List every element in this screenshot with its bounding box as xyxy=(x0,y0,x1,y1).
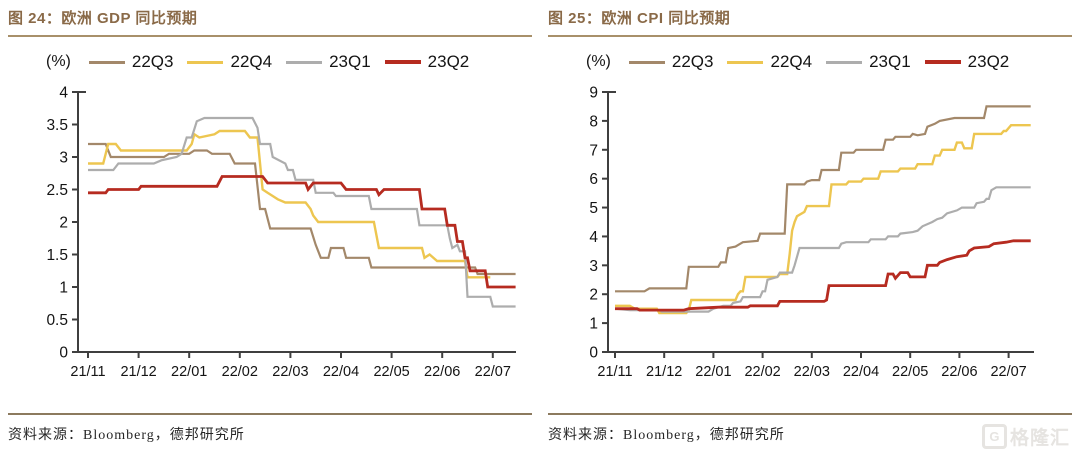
y-tick-label: 3 xyxy=(59,150,68,167)
series-line-22q4 xyxy=(615,124,1031,315)
legend-item-22q3: 22Q3 xyxy=(88,52,174,72)
legend-line-swatch xyxy=(826,60,863,64)
y-tick-label: 1 xyxy=(589,316,598,333)
cpi-forecast-panel: 图 25：欧洲 CPI 同比预期 (%) 22Q3 22Q4 23Q1 23Q2 0 1… xyxy=(548,0,1072,460)
legend-label: 23Q2 xyxy=(967,52,1010,71)
y-tick-label: 0 xyxy=(59,345,68,362)
legend-item-23q1: 23Q1 xyxy=(286,52,371,72)
x-tick-label: 22/05 xyxy=(373,364,409,380)
legend-line-swatch xyxy=(924,60,961,64)
x-tick-label: 22/03 xyxy=(794,364,830,380)
y-tick-label: 0.5 xyxy=(46,312,68,329)
series-line-23q2 xyxy=(615,239,1031,312)
series-line-23q2 xyxy=(88,175,516,289)
legend-label: 22Q3 xyxy=(671,52,714,71)
legend-item-22q4: 22Q4 xyxy=(187,52,272,72)
legend-item-22q3: 22Q3 xyxy=(628,52,714,72)
legend-line-swatch xyxy=(88,60,125,64)
gdp-chart-title: 图 24：欧洲 GDP 同比预期 xyxy=(8,10,198,27)
legend-line-swatch xyxy=(286,60,323,64)
x-tick-label: 22/06 xyxy=(941,364,977,380)
x-tick-label: 22/06 xyxy=(424,364,460,380)
x-tick-label: 21/12 xyxy=(120,364,156,380)
y-tick-label: 9 xyxy=(589,85,598,102)
footer-divider xyxy=(548,413,1072,415)
gdp-line-chart: 0 0.5 1 1.5 2 2.5 3 3.5 4 21/11 21/12 22/01 22/02 22/… xyxy=(46,85,516,380)
x-tick-label: 22/07 xyxy=(475,364,511,380)
cpi-line-chart: 0 1 2 3 4 5 6 7 8 9 21/11 21/12 22/01 22/02 22/03 22/04… xyxy=(589,85,1034,380)
y-axis-unit-label: (%) xyxy=(586,53,611,70)
title-divider xyxy=(548,35,1072,37)
y-tick-label: 4 xyxy=(59,85,68,102)
source-note: 资料来源：Bloomberg，德邦研究所 xyxy=(8,428,245,443)
legend-line-swatch xyxy=(727,60,764,64)
legend-label: 22Q4 xyxy=(230,52,273,71)
footer-divider xyxy=(8,413,532,415)
x-tick-label: 22/01 xyxy=(695,364,731,380)
x-tick-label: 21/12 xyxy=(646,364,682,380)
legend-label: 22Q3 xyxy=(131,52,174,71)
y-tick-label: 2 xyxy=(589,287,598,304)
legend-line-swatch xyxy=(384,60,421,64)
legend-item-23q2: 23Q2 xyxy=(924,52,1010,72)
series-line-23q1 xyxy=(614,186,1031,313)
y-tick-label: 4 xyxy=(589,229,598,246)
title-divider xyxy=(8,35,532,37)
x-tick-label: 22/01 xyxy=(171,364,207,380)
legend-line-swatch xyxy=(628,60,665,64)
gdp-legend: (%) 22Q3 22Q4 23Q1 23Q2 xyxy=(46,50,532,74)
series-line-22q3 xyxy=(88,142,516,276)
legend-item-23q2: 23Q2 xyxy=(384,52,470,72)
legend-label: 23Q2 xyxy=(427,52,470,71)
gelonghui-logo-text: 格隆汇 xyxy=(1009,428,1070,449)
series-line-22q4 xyxy=(88,129,491,279)
x-tick-label: 22/03 xyxy=(272,364,308,380)
y-tick-label: 2 xyxy=(59,215,68,232)
legend-label: 22Q4 xyxy=(770,52,813,71)
y-tick-label: 2.5 xyxy=(46,182,68,199)
x-tick-label: 22/04 xyxy=(843,364,879,380)
y-tick-label: 7 xyxy=(589,142,598,159)
y-tick-label: 3.5 xyxy=(46,117,68,134)
y-tick-label: 1 xyxy=(59,280,68,297)
x-tick-label: 22/02 xyxy=(744,364,780,380)
y-tick-label: 5 xyxy=(589,200,598,217)
x-tick-label: 22/04 xyxy=(323,364,359,380)
y-tick-label: 6 xyxy=(589,171,598,188)
legend-item-23q1: 23Q1 xyxy=(826,52,911,72)
cpi-chart-title: 图 25：欧洲 CPI 同比预期 xyxy=(548,10,731,27)
x-tick-label: 21/11 xyxy=(597,364,632,380)
x-tick-label: 22/05 xyxy=(892,364,928,380)
y-tick-label: 8 xyxy=(589,113,598,130)
gelonghui-logo-icon: G xyxy=(981,424,1007,449)
source-note: 资料来源：Bloomberg，德邦研究所 xyxy=(548,428,785,443)
cpi-legend: (%) 22Q3 22Q4 23Q1 23Q2 xyxy=(586,50,1072,74)
y-tick-label: 0 xyxy=(589,345,598,362)
y-tick-label: 3 xyxy=(589,258,598,275)
y-axis-unit-label: (%) xyxy=(46,53,71,70)
y-tick-label: 1.5 xyxy=(46,247,68,264)
x-tick-label: 22/07 xyxy=(990,364,1026,380)
legend-item-22q4: 22Q4 xyxy=(727,52,812,72)
x-tick-label: 22/02 xyxy=(222,364,258,380)
gelonghui-watermark: G 格隆汇 xyxy=(981,423,1070,450)
legend-line-swatch xyxy=(187,60,224,64)
legend-label: 23Q1 xyxy=(869,52,911,71)
x-tick-label: 21/11 xyxy=(70,364,105,380)
series-line-22q3 xyxy=(615,105,1031,293)
legend-label: 23Q1 xyxy=(329,52,371,71)
series-line-23q1 xyxy=(88,116,516,308)
